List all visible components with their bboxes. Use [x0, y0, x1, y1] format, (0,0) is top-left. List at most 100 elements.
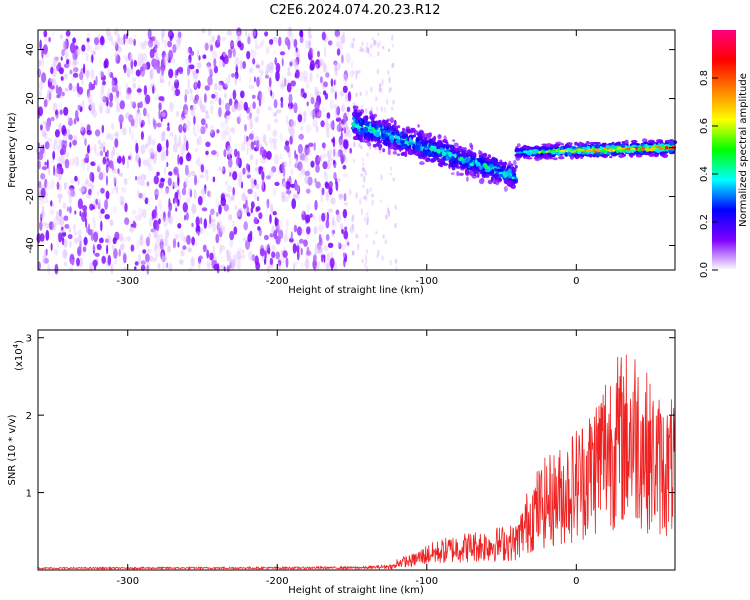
spectrogram-cell	[253, 216, 258, 224]
spectrogram-cell	[209, 100, 214, 105]
spectrogram-cell	[515, 148, 521, 152]
spectrogram-cell	[217, 82, 223, 92]
spectrogram-cell	[130, 244, 135, 252]
spectrogram-cell	[318, 224, 324, 233]
spectrogram-cell	[90, 49, 96, 55]
spectrogram-cell	[342, 252, 346, 258]
spectrogram-cell	[449, 144, 455, 150]
spectrogram-cell	[110, 219, 114, 227]
spectrogram-cell	[376, 129, 381, 133]
spectrogram-cell	[283, 234, 289, 243]
spectrogram-cell	[345, 52, 351, 64]
spectrogram-cell	[336, 106, 341, 116]
spectrogram-cell	[276, 262, 281, 272]
spectrogram-cell	[392, 125, 396, 129]
spectrogram-cell	[482, 152, 488, 158]
spectrogram-cell	[193, 189, 197, 200]
spectrogram-cell	[238, 76, 242, 82]
spectrogram-cell	[130, 68, 134, 75]
spectrogram-cell	[76, 156, 79, 168]
spectrogram-cell	[123, 253, 127, 264]
spectrogram-cell	[138, 157, 141, 168]
spectrogram-cell	[224, 77, 230, 88]
spectrogram-cell	[451, 150, 456, 154]
x-tick-label: -100	[415, 576, 438, 587]
spectrogram-cell	[289, 32, 295, 43]
spectrogram-cell	[443, 149, 450, 153]
spectrogram-cell	[375, 96, 378, 102]
spectrogram-cell	[110, 36, 114, 42]
spectrogram-cell	[320, 120, 325, 128]
spectrogram-cell	[275, 62, 281, 73]
spectrogram-cell	[155, 251, 158, 261]
spectrogram-cell	[74, 109, 79, 120]
spectrogram-cell	[285, 219, 289, 229]
spectrogram-cell	[140, 260, 146, 266]
spectrogram-cell	[122, 251, 127, 263]
spectrogram-cell	[335, 67, 338, 78]
spectrogram-cell	[397, 125, 401, 129]
spectrogram-cell	[268, 39, 274, 45]
spectrogram-cell	[256, 60, 259, 69]
spectrogram-cell	[63, 73, 68, 80]
spectrogram-cell	[119, 243, 125, 251]
spectrogram-cell	[175, 207, 178, 212]
spectrogram-cell	[99, 144, 104, 150]
spectrogram-cell	[379, 124, 384, 128]
spectrogram-cell	[389, 166, 393, 171]
spectrogram-cell	[226, 265, 230, 273]
spectrogram-cell	[284, 36, 290, 46]
spectrogram-cell	[498, 177, 502, 181]
spectrogram-cell	[93, 143, 97, 154]
spectrogram-cell	[128, 52, 132, 61]
spectrogram-cell	[375, 106, 379, 112]
spectrogram-cell	[315, 59, 321, 69]
spectrogram-cell	[276, 109, 282, 114]
spectrogram-cell	[177, 154, 180, 166]
spectrogram-cell	[318, 215, 322, 223]
spectrogram-cell	[268, 66, 274, 74]
spectrogram-cell	[124, 217, 130, 226]
spectrogram-cell	[242, 237, 248, 242]
spectrogram-cell	[189, 189, 193, 198]
spectrogram-cell	[254, 37, 258, 49]
spectrogram-cell	[114, 138, 119, 148]
spectrogram-cell	[80, 126, 86, 136]
spectrogram-cell	[282, 250, 288, 258]
spectrogram-cell	[173, 91, 176, 97]
spectrogram-cell	[226, 249, 232, 259]
spectrogram-cell	[665, 141, 669, 145]
spectrogram-cell	[90, 230, 94, 242]
spectrogram-cell	[211, 150, 217, 156]
spectrogram-cell	[201, 190, 204, 196]
spectrogram-cell	[257, 90, 263, 102]
spectrogram-cell	[265, 64, 270, 73]
spectrogram-cell	[264, 70, 269, 76]
spectrogram-cell	[172, 181, 175, 190]
spectrogram-cell	[120, 236, 127, 243]
spectrogram-cell	[420, 139, 425, 145]
spectrogram-cell	[288, 93, 293, 105]
spectrogram-cell	[163, 166, 167, 176]
spectrogram-cell	[359, 197, 362, 204]
spectrogram-cell	[148, 217, 153, 227]
spectrogram-cell	[306, 147, 312, 157]
spectrogram-cell	[575, 155, 580, 159]
spectrogram-cell	[285, 257, 289, 268]
spectrogram-cell	[253, 179, 257, 186]
spectrogram-cell	[154, 44, 158, 49]
spectrogram-cell	[266, 198, 270, 209]
spectrogram-cell	[238, 172, 243, 178]
spectrogram-cell	[507, 168, 512, 175]
spectrogram-cell	[668, 150, 673, 153]
spectrogram-cell	[256, 107, 260, 116]
spectrogram-cell	[121, 187, 127, 193]
spectrogram-cell	[255, 206, 261, 212]
spectrogram-cell	[234, 148, 238, 158]
spectrogram-cell	[346, 106, 351, 113]
spectrogram-cell	[484, 168, 491, 173]
spectrogram-cell	[290, 183, 296, 188]
spectrogram-cell	[181, 187, 187, 196]
spectrogram-cell	[304, 114, 307, 123]
colorbar-tick-label: 0.6	[699, 118, 710, 134]
